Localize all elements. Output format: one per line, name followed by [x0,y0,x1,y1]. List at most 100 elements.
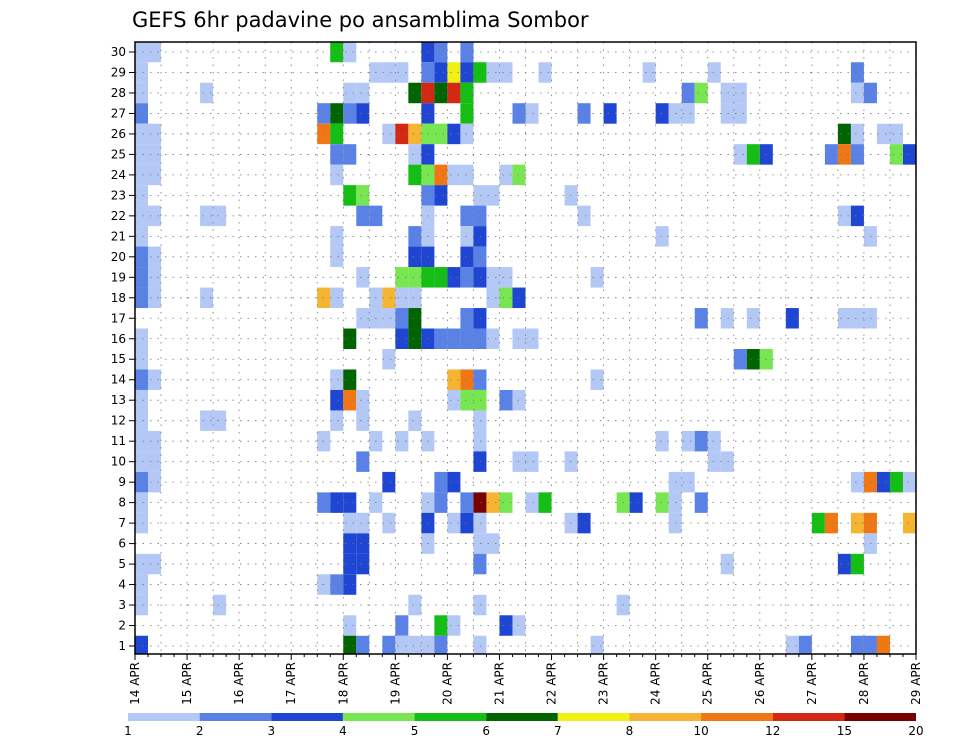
heatmap-cell [473,430,487,452]
heatmap-cell [473,389,487,411]
heatmap-cell [343,144,357,165]
x-tick-label: 21 APR [492,662,506,705]
heatmap-cell [499,267,513,288]
heatmap-cell [733,144,747,165]
heatmap-cell [148,205,162,227]
heatmap-cell [434,492,448,513]
heatmap-cell [447,389,461,411]
heatmap-cell [681,103,695,124]
heatmap-cell [785,635,799,654]
colorbar-swatch [844,713,916,721]
heatmap-cell [447,512,461,534]
y-tick-label: 1 [118,639,126,653]
heatmap-cell [356,553,370,575]
heatmap-cell [408,246,422,268]
heatmap-cell [330,144,344,165]
heatmap-cell [590,369,604,390]
heatmap-cell [473,512,487,534]
heatmap-cell [213,594,227,616]
heatmap-cell [148,553,162,575]
heatmap-cell [499,62,513,83]
heatmap-cell [434,42,448,63]
y-tick-label: 14 [111,373,126,387]
heatmap-cell [902,144,916,165]
heatmap-cell [850,205,864,227]
heatmap-cell [408,410,422,431]
heatmap-cell [434,123,448,145]
heatmap-cell [382,635,396,654]
y-tick-label: 12 [111,414,126,428]
heatmap-cell [200,410,214,431]
heatmap-cell [135,410,149,431]
colorbar-swatch [414,713,487,721]
heatmap-cell [213,410,227,431]
heatmap-cell [343,615,357,636]
heatmap-cell [720,308,734,329]
heatmap-cell [135,328,149,349]
x-tick-label: 28 APR [857,662,871,705]
heatmap-cell [135,492,149,513]
heatmap-cell [694,308,708,329]
heatmap-cell [343,185,357,206]
heatmap-cell [343,492,357,513]
heatmap-cell [382,512,396,534]
heatmap-cell [330,492,344,513]
heatmap-cell [577,205,591,227]
heatmap-cell [525,451,539,472]
heatmap-cell [460,205,474,227]
heatmap-cell [655,226,669,247]
heatmap-cell [148,42,162,63]
heatmap-cell [395,267,409,288]
heatmap-cell [382,471,396,493]
heatmap-cell [343,512,357,534]
heatmap-cell [408,226,422,247]
heatmap-cell [824,512,838,534]
heatmap-cell [356,205,370,227]
x-tick-label: 16 APR [232,662,246,705]
heatmap-cell [382,123,396,145]
heatmap-cell [135,267,149,288]
heatmap-cell [356,389,370,411]
y-tick-label: 26 [111,127,126,141]
heatmap-cell [148,123,162,145]
y-tick-label: 21 [111,229,126,243]
heatmap-cell [356,533,370,554]
heatmap-cell [343,103,357,124]
heatmap-cell [746,349,760,370]
heatmap-cell [850,308,864,329]
heatmap-cell [460,82,474,104]
heatmap-cell [460,226,474,247]
y-tick-label: 7 [118,516,126,530]
heatmap-cell [148,246,162,268]
heatmap-cell [525,328,539,349]
heatmap-cell [408,123,422,145]
heatmap-cell [577,512,591,534]
heatmap-cell [148,287,162,309]
heatmap-cell [408,144,422,165]
heatmap-cell [343,328,357,349]
heatmap-cell [148,430,162,452]
heatmap-cell [135,185,149,206]
heatmap-cell [395,328,409,349]
heatmap-cell [746,144,760,165]
y-tick-label: 15 [111,352,126,366]
colorbar-swatch [128,713,200,721]
heatmap-cell [499,389,513,411]
chart-title: GEFS 6hr padavine po ansamblima Sombor [132,8,589,32]
grid-lines [135,42,916,654]
heatmap-cell [473,62,487,83]
heatmap-cell [850,144,864,165]
heatmap-cell [135,246,149,268]
heatmap-cell [460,389,474,411]
y-tick-label: 13 [111,393,126,407]
heatmap-cell [603,103,617,124]
colorbar-label: 5 [411,724,419,738]
heatmap-cell [460,123,474,145]
y-tick-label: 19 [111,270,126,284]
heatmap-cell [356,512,370,534]
heatmap-cell [460,328,474,349]
colorbar-swatch [557,713,630,721]
colorbar-label: 6 [482,724,490,738]
heatmap-cell [486,492,500,513]
heatmap-cell [629,492,643,513]
